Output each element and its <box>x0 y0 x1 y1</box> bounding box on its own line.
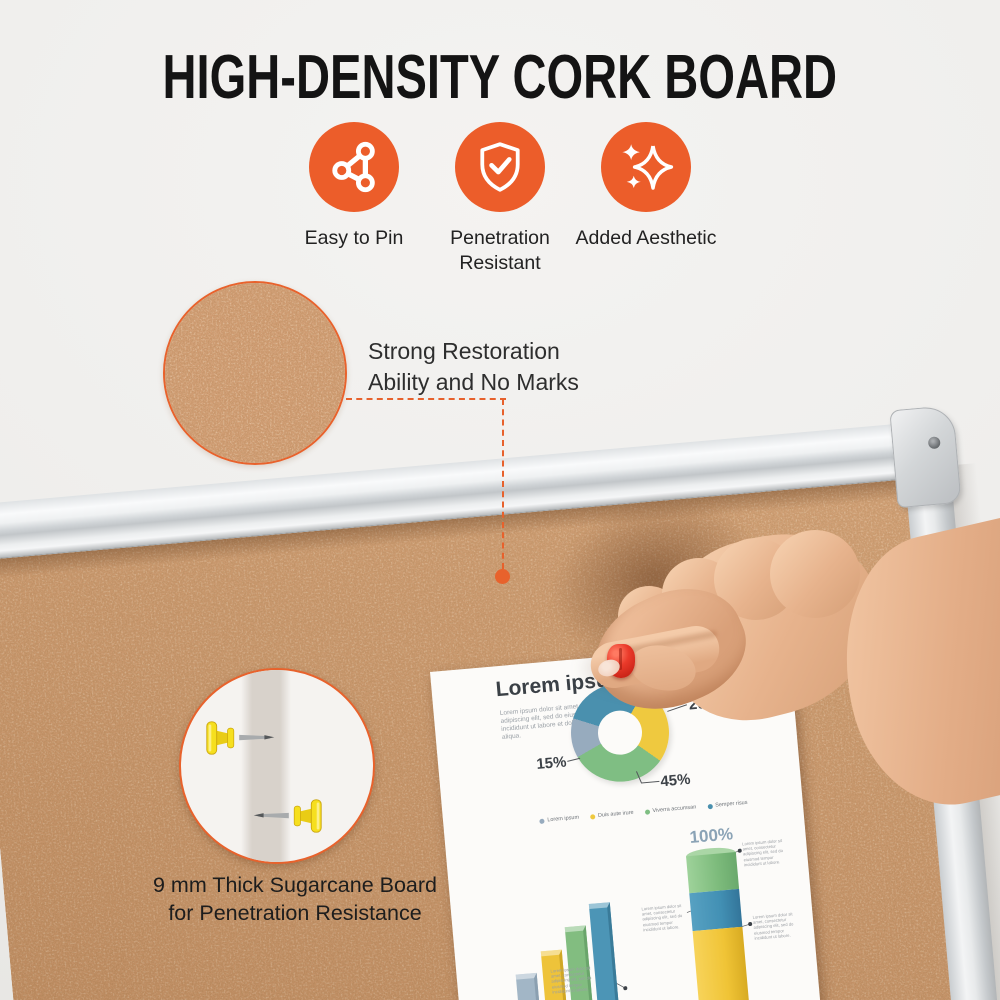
sugarcane-caption-line2: for Penetration Resistance <box>168 900 422 925</box>
sugarcane-closeup-circle <box>179 668 375 864</box>
feature-label: Penetration Resistant <box>450 227 550 274</box>
board-cross-section <box>241 670 291 862</box>
callout-anchor-dot <box>495 569 510 584</box>
poster-annotation: Lorem ipsum dolor sit amet, consectetur … <box>752 911 794 941</box>
legend-dot <box>589 813 596 820</box>
legend-label: Semper risus <box>714 799 748 809</box>
legend-dot <box>539 818 545 824</box>
shield-check-icon <box>480 142 520 192</box>
feature-easy-to-pin: Easy to Pin <box>283 122 425 276</box>
feature-circle <box>309 122 399 212</box>
stacked-column-total: 100% <box>688 824 734 847</box>
legend-dot <box>644 808 650 815</box>
red-pushpin-notch <box>619 648 622 670</box>
legend-label: Duis aute irure <box>597 809 634 819</box>
sugarcane-caption-line1: 9 mm Thick Sugarcane Board <box>152 873 437 897</box>
legend-dot <box>707 803 713 809</box>
feature-label: Added Aesthetic <box>575 227 717 249</box>
pin-network-icon <box>332 141 375 193</box>
donut-label-15: 15% <box>535 753 568 774</box>
callout-dashed-line-vertical <box>502 399 504 569</box>
sparkles-icon <box>622 144 674 190</box>
legend-label: Lorem ipsum <box>547 814 580 824</box>
yellow-pushpin-icon <box>206 721 275 755</box>
sugarcane-caption: 9 mm Thick Sugarcane Board for Penetrati… <box>130 872 460 927</box>
feature-row: Easy to Pin Penetration Resistant Added … <box>0 122 1000 276</box>
legend-item: Viverra accumsan <box>644 804 697 815</box>
corner-screw <box>927 436 941 450</box>
knuckle <box>770 530 860 618</box>
frame-corner-cap <box>889 404 962 509</box>
feature-circle <box>455 122 545 212</box>
poster-annotation: Lorem ipsum dolor sit amet, consectetur … <box>641 902 683 933</box>
header: HIGH-DENSITY CORK BOARD <box>0 42 1000 113</box>
callout-dashed-line-horizontal <box>346 398 506 400</box>
page-title: HIGH-DENSITY CORK BOARD <box>162 43 838 112</box>
cylinder-segment-green <box>686 852 740 894</box>
bar-1 <box>515 972 545 1000</box>
donut-legend: Lorem ipsum Duis aute irure Viverra accu… <box>539 796 789 824</box>
feature-label: Easy to Pin <box>304 227 404 249</box>
legend-label: Viverra accumsan <box>652 804 697 815</box>
cylinder-segment-yellow <box>692 926 753 1000</box>
feature-circle <box>601 122 691 212</box>
yellow-pushpin-icon <box>253 799 322 833</box>
poster-annotation: Lorem ipsum dolor sit amet, consectetur … <box>550 965 592 995</box>
donut-label-45: 45% <box>659 770 692 791</box>
legend-item: Semper risus <box>707 800 748 809</box>
donut-hole <box>596 708 644 757</box>
restoration-callout-text: Strong Restoration Ability and No Marks <box>368 338 579 395</box>
poster-annotation: Lorem ipsum dolor sit amet, consectetur … <box>741 837 784 868</box>
feature-penetration-resistant: Penetration Resistant <box>429 122 571 276</box>
cork-texture <box>165 283 345 463</box>
feature-added-aesthetic: Added Aesthetic <box>575 122 717 276</box>
legend-item: Lorem ipsum <box>539 815 579 824</box>
legend-item: Duis aute irure <box>589 809 634 820</box>
cork-closeup-circle <box>163 281 347 465</box>
cylinder-segment-blue <box>689 888 743 932</box>
